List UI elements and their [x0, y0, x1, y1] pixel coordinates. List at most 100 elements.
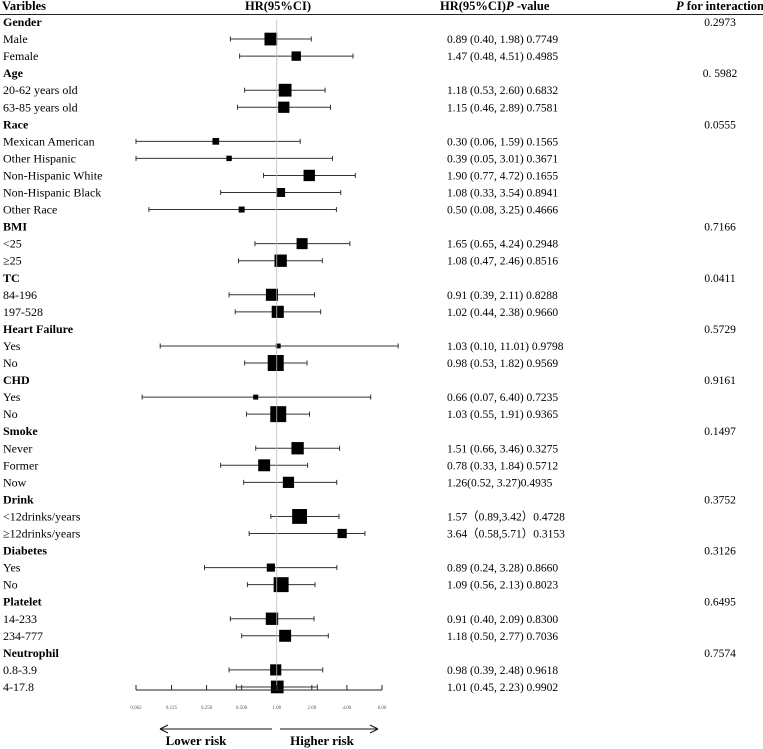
p-interaction-value: 0.7166 — [704, 222, 736, 234]
p-interaction-value: 0.2973 — [704, 17, 736, 29]
lower-risk-arrowhead — [159, 724, 169, 734]
hr-point — [264, 32, 278, 46]
hr-point — [274, 254, 287, 267]
hr-point — [238, 206, 245, 213]
header-variables: Varibles — [2, 0, 46, 13]
hr-ci-text: 0.30 (0.06, 1.59) 0.1565 — [447, 136, 558, 148]
p-interaction-value: 0.7574 — [704, 648, 736, 660]
hr-point — [303, 169, 315, 182]
row-label: Now — [3, 475, 27, 489]
forest-rows: Gender 0.2973 Male 0.89 (0.40, 1.98) 0.7749… — [3, 15, 738, 694]
hr-point — [291, 442, 304, 455]
x-tick-label: 2.00 — [307, 706, 316, 711]
hr-ci-text: 0.89 (0.24, 3.28) 0.8660 — [447, 563, 558, 575]
hr-point — [273, 577, 289, 593]
group-label: Drink — [3, 492, 34, 506]
hr-point — [226, 155, 232, 162]
hr-ci-text: 1.65 (0.65, 4.24) 0.2948 — [447, 239, 558, 251]
x-axis: 0.062 0.125 0.250 0.500 1.00 2.00 4.00 8.00 — [130, 685, 387, 711]
group-label: Diabetes — [3, 544, 47, 558]
x-tick-label: 1.00 — [272, 706, 281, 711]
p-interaction-value: 0.1497 — [704, 426, 736, 438]
group-label: Age — [3, 66, 24, 80]
hr-ci-text: 0.98 (0.53, 1.82) 0.9569 — [447, 358, 558, 370]
hr-ci-text: 1.02 (0.44, 2.38) 0.9660 — [447, 307, 558, 319]
hr-point — [270, 664, 282, 676]
x-tick-label: 0.062 — [130, 706, 142, 711]
p-interaction-value: 0.0555 — [704, 119, 736, 131]
hr-ci-text: 0.50 (0.08, 3.25) 0.4666 — [447, 205, 558, 217]
hr-ci-text: 1.01 (0.45, 2.23) 0.9902 — [447, 682, 558, 694]
group-label: Heart Failure — [3, 322, 74, 336]
hr-ci-text: 0.98 (0.39, 2.48) 0.9618 — [447, 665, 558, 677]
row-label: Male — [3, 32, 28, 46]
hr-ci-text: 0.39 (0.05, 3.01) 0.3671 — [447, 153, 558, 165]
header-p-italic: P — [506, 0, 514, 13]
row-label: 234-777 — [3, 629, 43, 643]
row-label: Other Hispanic — [3, 151, 76, 165]
row-label: 4-17.8 — [3, 680, 34, 694]
row-label: 197-528 — [3, 305, 43, 319]
hr-point — [266, 563, 275, 572]
row-label: No — [3, 578, 18, 592]
row-label: No — [3, 407, 18, 421]
hr-point — [270, 406, 287, 423]
group-label: CHD — [3, 373, 30, 387]
row-label: Mexican American — [3, 134, 95, 148]
hr-ci-text: 1.47 (0.48, 4.51) 0.4985 — [447, 51, 558, 63]
row-label: ≥12drinks/years — [3, 527, 81, 541]
p-interaction-value: 0. 5982 — [703, 68, 738, 80]
higher-risk-arrowhead — [369, 724, 379, 734]
hr-ci-text: 1.26(0.52, 3.27)0.4935 — [447, 477, 553, 489]
row-label: <25 — [3, 237, 22, 251]
row-label: Yes — [3, 390, 21, 404]
row-label: Former — [3, 458, 38, 472]
hr-ci-text: 1.09 (0.56, 2.13) 0.8023 — [447, 580, 558, 592]
group-label: TC — [3, 271, 20, 285]
p-interaction-value: 0.0411 — [704, 273, 735, 285]
hr-point — [292, 509, 308, 524]
row-label: 84-196 — [3, 288, 37, 302]
x-tick-label: 8.00 — [378, 706, 387, 711]
header-p-interaction-rest: for interaction — [684, 0, 763, 13]
hr-ci-text: 1.90 (0.77, 4.72) 0.1655 — [447, 170, 558, 182]
hr-ci-text: 1.08 (0.47, 2.46) 0.8516 — [447, 256, 558, 268]
hr-ci-text: 0.66 (0.07, 6.40) 0.7235 — [447, 392, 558, 404]
hr-ci-text: 1.08 (0.33, 3.54) 0.8941 — [447, 188, 558, 200]
hr-point — [270, 680, 284, 694]
row-label: Yes — [3, 339, 21, 353]
x-tick-label: 0.250 — [201, 706, 213, 711]
row-label: ≥25 — [3, 254, 22, 268]
hr-point — [265, 612, 279, 625]
row-label: 0.8-3.9 — [3, 663, 37, 677]
hr-point — [296, 238, 308, 250]
hr-point — [278, 83, 292, 97]
row-label: Non-Hispanic Black — [3, 186, 101, 200]
hr-ci-text: 3.64（0.58,5.71）0.3153 — [447, 528, 565, 541]
row-label: Female — [3, 49, 38, 63]
hr-ci-text: 1.03 (0.10, 11.01) 0.9798 — [447, 341, 564, 353]
x-tick-label: 0.500 — [236, 706, 248, 711]
hr-ci-text: 1.03 (0.55, 1.91) 0.9365 — [447, 409, 558, 421]
group-label: Race — [3, 117, 29, 131]
hr-point — [337, 528, 347, 539]
group-label: Gender — [3, 15, 42, 29]
row-label: <12drinks/years — [3, 509, 81, 523]
hr-point — [212, 138, 220, 145]
header-p-interaction-italic: P — [676, 0, 684, 13]
header-p-suffix: -value — [514, 0, 550, 13]
hr-ci-text: 0.91 (0.40, 2.09) 0.8300 — [447, 614, 558, 626]
hr-point — [291, 51, 301, 61]
hr-point — [276, 188, 286, 197]
hr-ci-text: 1.57（0.89,3.42）0.4728 — [447, 510, 565, 523]
header-hr-p-text: HR(95%CI) — [440, 0, 506, 13]
row-label: Non-Hispanic White — [3, 168, 102, 182]
hr-ci-text: 1.18 (0.53, 2.60) 0.6832 — [447, 85, 558, 97]
hr-ci-text: 1.15 (0.46, 2.89) 0.7581 — [447, 102, 558, 114]
header-row: Varibles HR(95%CI) HR(95%CI)P -value P f… — [0, 0, 763, 15]
row-label: No — [3, 356, 18, 370]
p-interaction-value: 0.3752 — [704, 494, 736, 506]
p-interaction-value: 0.5729 — [704, 324, 736, 336]
header-hr-p: HR(95%CI)P -value — [440, 0, 550, 13]
group-label: BMI — [3, 220, 27, 234]
